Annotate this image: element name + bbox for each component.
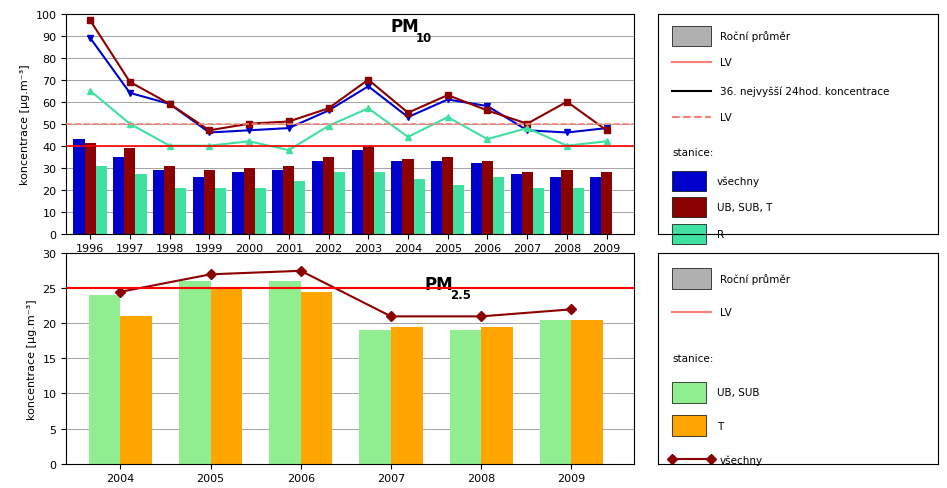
Bar (204, 171, 215, 234)
Bar (571, 320, 603, 464)
Bar (255, 188, 266, 234)
Bar (510, 175, 522, 234)
Bar (175, 188, 187, 234)
Bar (471, 164, 482, 234)
Bar (283, 166, 295, 234)
Bar (522, 173, 533, 234)
Bar (323, 157, 334, 234)
Text: všechny: všechny (720, 454, 762, 465)
Bar (164, 166, 175, 234)
Bar (672, 27, 711, 46)
Bar (363, 146, 374, 234)
Text: UB, SUB: UB, SUB (717, 387, 759, 397)
Text: LV: LV (720, 58, 731, 68)
Bar (89, 296, 120, 464)
Bar (374, 173, 385, 234)
Text: Roční průměr: Roční průměr (720, 273, 790, 285)
Text: stanice:: stanice: (672, 354, 713, 364)
Y-axis label: koncentrace [µg.m⁻³]: koncentrace [µg.m⁻³] (27, 299, 37, 419)
Bar (215, 188, 226, 234)
Bar (431, 162, 442, 234)
Bar (192, 177, 204, 234)
Text: PM: PM (390, 18, 419, 36)
Bar (84, 144, 96, 234)
Bar (450, 331, 481, 464)
Text: R: R (717, 229, 724, 239)
Bar (590, 177, 601, 234)
Bar (573, 188, 583, 234)
Bar (312, 162, 323, 234)
Bar (454, 186, 464, 234)
Text: 10: 10 (416, 32, 432, 45)
Bar (210, 289, 242, 464)
Bar (672, 198, 706, 218)
Text: 36. nejvyšší 24hod. koncentrace: 36. nejvyšší 24hod. koncentrace (720, 86, 889, 97)
Bar (672, 268, 711, 289)
Bar (672, 172, 706, 191)
Y-axis label: koncentrace [µg.m⁻³]: koncentrace [µg.m⁻³] (20, 64, 30, 184)
Text: PM: PM (424, 275, 453, 293)
Bar (179, 282, 210, 464)
Bar (550, 177, 562, 234)
Bar (232, 173, 243, 234)
Bar (414, 180, 424, 234)
Bar (562, 171, 573, 234)
Bar (124, 149, 135, 234)
Bar (152, 171, 164, 234)
Text: T: T (717, 421, 724, 431)
Bar (114, 157, 124, 234)
Text: LV: LV (720, 307, 731, 318)
Bar (301, 292, 332, 464)
Bar (135, 175, 147, 234)
Bar (334, 173, 346, 234)
Bar (540, 320, 571, 464)
Bar (481, 327, 512, 464)
Text: všechny: všechny (717, 176, 759, 187)
Bar (442, 157, 454, 234)
Bar (391, 162, 402, 234)
Bar (672, 224, 706, 244)
Bar (482, 162, 493, 234)
Bar (120, 317, 152, 464)
Bar (269, 282, 301, 464)
Text: Roční průměr: Roční průměr (720, 31, 790, 42)
Bar (672, 415, 706, 436)
Bar (601, 173, 613, 234)
Bar (391, 327, 422, 464)
Text: UB, SUB, T: UB, SUB, T (717, 203, 772, 213)
Bar (96, 166, 107, 234)
Text: stanice:: stanice: (672, 148, 713, 158)
Bar (74, 140, 84, 234)
Bar (295, 182, 306, 234)
Bar (533, 188, 544, 234)
Bar (351, 151, 363, 234)
Bar (360, 331, 391, 464)
Text: 2.5: 2.5 (450, 289, 471, 302)
Bar (493, 177, 504, 234)
Bar (243, 168, 255, 234)
Bar (672, 382, 706, 403)
Bar (272, 171, 283, 234)
Bar (402, 160, 414, 234)
Text: LV: LV (720, 113, 731, 123)
